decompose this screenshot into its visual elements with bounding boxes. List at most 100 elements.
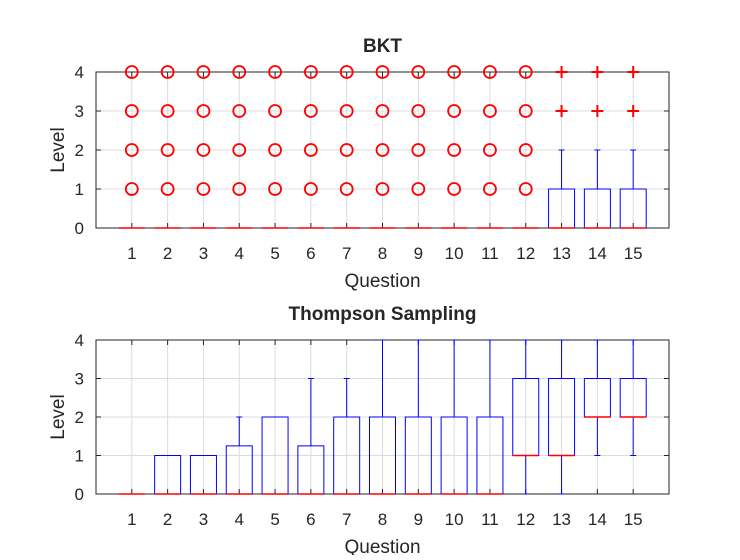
box-q8 xyxy=(369,339,396,495)
x-tick-label: 8 xyxy=(378,510,387,529)
x-tick-label: 11 xyxy=(481,244,499,263)
outlier-circle xyxy=(160,65,175,79)
x-tick-label: 13 xyxy=(552,510,571,529)
box-q4 xyxy=(225,416,253,495)
x-tick-label: 14 xyxy=(588,510,607,529)
y-axis-label: Level xyxy=(48,394,69,439)
y-tick-label: 2 xyxy=(75,141,84,160)
subplot-title: Thompson Sampling xyxy=(289,304,477,325)
outlier-circle xyxy=(518,104,533,118)
outlier-circle xyxy=(303,104,318,118)
x-tick-label: 1 xyxy=(127,510,136,529)
box-q13 xyxy=(548,66,576,229)
box-q2 xyxy=(154,455,182,495)
x-tick-label: 6 xyxy=(306,244,315,263)
outlier-circle xyxy=(303,65,318,79)
box-q13 xyxy=(548,339,576,495)
y-tick-label: 4 xyxy=(75,331,84,350)
x-tick-label: 9 xyxy=(414,510,423,529)
outlier-circle xyxy=(160,104,175,118)
y-tick-label: 1 xyxy=(75,180,84,199)
box-q12 xyxy=(512,339,540,495)
outlier-circle xyxy=(232,182,247,196)
outlier-circle xyxy=(411,182,426,196)
x-tick-label: 5 xyxy=(270,510,279,529)
box-q14 xyxy=(583,339,611,456)
y-tick-label: 4 xyxy=(75,63,84,82)
outlier-circle xyxy=(339,104,354,118)
outlier-circle xyxy=(483,182,497,196)
outlier-circle xyxy=(268,143,282,157)
y-tick-label: 2 xyxy=(75,408,84,427)
x-tick-label: 7 xyxy=(342,510,351,529)
box-q15 xyxy=(619,339,647,456)
outlier-circle xyxy=(411,143,426,157)
x-tick-label: 3 xyxy=(199,244,208,263)
outlier-plus xyxy=(627,66,640,78)
outlier-circle xyxy=(124,182,139,196)
outlier-circle xyxy=(518,65,533,79)
outlier-circle xyxy=(196,104,211,118)
box-q7 xyxy=(333,378,361,495)
outlier-circle xyxy=(339,143,354,157)
outlier-circle xyxy=(483,65,497,79)
box-q15 xyxy=(619,66,647,229)
outlier-circle xyxy=(196,143,211,157)
x-tick-label: 7 xyxy=(342,244,351,263)
outlier-circle xyxy=(303,143,318,157)
x-tick-label: 10 xyxy=(445,244,464,263)
outlier-circle xyxy=(483,104,497,118)
outlier-circle xyxy=(375,182,390,196)
x-tick-label: 12 xyxy=(516,244,535,263)
outlier-circle xyxy=(124,65,139,79)
x-tick-label: 9 xyxy=(414,244,423,263)
outlier-plus xyxy=(591,105,604,117)
box-q1 xyxy=(118,65,145,229)
outlier-circle xyxy=(411,65,426,79)
outlier-circle xyxy=(375,143,390,157)
x-tick-label: 12 xyxy=(516,510,535,529)
box-q2 xyxy=(154,65,181,229)
box-q11 xyxy=(476,339,504,495)
y-tick-label: 0 xyxy=(75,219,84,238)
x-tick-label: 4 xyxy=(235,244,244,263)
box-q10 xyxy=(441,65,468,229)
outlier-circle xyxy=(339,65,354,79)
box-q3 xyxy=(189,455,217,495)
outlier-circle xyxy=(160,143,175,157)
outlier-circle xyxy=(232,143,247,157)
y-tick-label: 1 xyxy=(75,447,84,466)
outlier-circle xyxy=(447,104,462,118)
outlier-circle xyxy=(447,143,462,157)
x-tick-label: 10 xyxy=(445,510,464,529)
x-tick-label: 15 xyxy=(624,510,643,529)
x-tick-label: 14 xyxy=(588,244,607,263)
x-tick-label: 5 xyxy=(270,244,279,263)
outlier-circle xyxy=(196,65,211,79)
x-tick-label: 2 xyxy=(163,244,172,263)
outlier-plus xyxy=(555,66,568,78)
outlier-circle xyxy=(483,143,497,157)
x-tick-label: 6 xyxy=(306,510,315,529)
box-q8 xyxy=(369,65,396,229)
y-tick-label: 3 xyxy=(75,370,84,389)
box-q11 xyxy=(476,65,503,229)
x-tick-label: 2 xyxy=(163,510,172,529)
outlier-circle xyxy=(268,65,282,79)
outlier-circle xyxy=(375,65,390,79)
x-tick-label: 13 xyxy=(552,244,571,263)
box-q9 xyxy=(405,65,432,229)
outlier-circle xyxy=(411,104,426,118)
outlier-plus xyxy=(591,66,604,78)
box-q9 xyxy=(404,339,432,495)
x-tick-label: 15 xyxy=(624,244,643,263)
box-q12 xyxy=(512,65,539,229)
outlier-circle xyxy=(339,182,354,196)
outlier-circle xyxy=(447,182,462,196)
outlier-plus xyxy=(627,105,640,117)
outlier-circle xyxy=(196,182,211,196)
box-q6 xyxy=(297,65,324,229)
box-q5 xyxy=(262,65,289,229)
